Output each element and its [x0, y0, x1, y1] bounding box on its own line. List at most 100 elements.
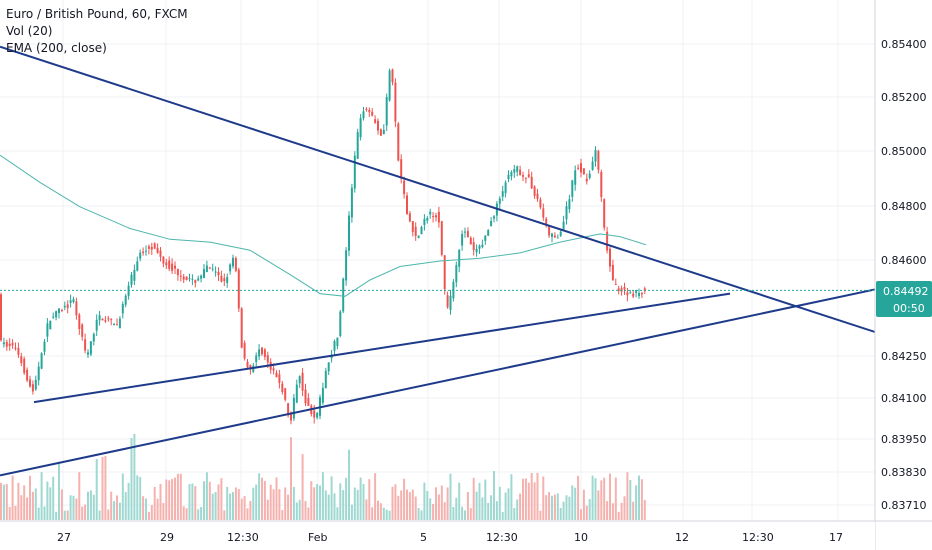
volume-bar — [626, 472, 629, 520]
volume-bar — [449, 473, 452, 520]
candle — [92, 332, 95, 346]
volume-bar — [588, 499, 591, 520]
volume-bar — [191, 483, 194, 520]
candle — [110, 318, 113, 326]
volume-bar — [420, 510, 423, 520]
volume-bar — [34, 488, 37, 520]
candle — [23, 356, 26, 375]
candle — [139, 249, 142, 262]
candle — [406, 192, 408, 215]
candle — [89, 341, 92, 357]
candle — [368, 107, 371, 117]
candle — [536, 188, 539, 202]
trendlines[interactable] — [0, 45, 932, 477]
volume-bar — [350, 504, 353, 520]
candle — [565, 201, 568, 225]
candle — [577, 164, 580, 171]
volume-bar — [611, 503, 614, 520]
volume-bar — [136, 475, 139, 520]
volume-bar — [153, 486, 156, 520]
candle — [275, 370, 278, 378]
candle — [40, 352, 43, 370]
volume-bar — [31, 491, 34, 520]
price-tick: 0.85400 — [881, 38, 927, 51]
candle — [156, 243, 159, 254]
volume-bar — [84, 504, 87, 520]
candle — [582, 168, 585, 175]
candle — [49, 320, 52, 330]
volume-bar — [63, 510, 66, 520]
candle — [487, 229, 490, 236]
volume-bar — [411, 489, 414, 520]
volume-bar — [461, 506, 464, 520]
price-axis-bg[interactable] — [875, 0, 932, 550]
volume-bar — [78, 472, 81, 520]
candle — [440, 220, 443, 257]
volume-bar — [423, 482, 426, 520]
candle — [5, 339, 8, 351]
volume-bar — [513, 508, 516, 520]
volume-bar — [609, 473, 611, 520]
volume-bar — [374, 473, 377, 520]
candle — [603, 198, 606, 231]
volume-bar — [548, 492, 551, 520]
volume-bar — [316, 484, 319, 520]
volume-bar — [20, 495, 23, 520]
candle — [261, 347, 263, 356]
volume-bar — [147, 511, 150, 520]
volume-bar — [249, 501, 252, 520]
volume-bar — [220, 478, 223, 520]
candle — [490, 217, 493, 227]
volume-bar — [174, 477, 176, 520]
volume-bar — [95, 459, 98, 520]
candle — [391, 68, 394, 86]
volume-bar — [81, 506, 84, 520]
candle — [130, 272, 133, 288]
candle — [423, 214, 426, 231]
volume-bar — [464, 510, 466, 520]
candle — [510, 170, 513, 181]
volume-bar — [469, 508, 472, 520]
volume-bar — [0, 482, 2, 520]
legend-volume[interactable]: Vol (20) — [6, 24, 53, 38]
volume-bar — [72, 495, 75, 520]
candle — [472, 237, 475, 256]
candle — [316, 411, 319, 420]
volume-bar — [394, 484, 397, 520]
volume-bar — [417, 508, 420, 520]
volume-bar — [524, 478, 527, 520]
candle — [203, 263, 205, 279]
volume-bar — [200, 506, 203, 520]
candle — [168, 256, 171, 272]
candle — [365, 107, 368, 112]
volume-bar — [295, 502, 298, 520]
candle — [606, 226, 609, 254]
volume-bar — [385, 509, 388, 520]
legend-ema[interactable]: EMA (200, close) — [6, 41, 107, 55]
candle — [87, 349, 89, 358]
candle — [162, 256, 165, 268]
volume-bar — [156, 498, 159, 520]
trendline — [33, 292, 731, 404]
volume-bar — [179, 473, 182, 520]
candle — [208, 267, 211, 270]
candle — [501, 185, 504, 202]
volume-bar — [43, 506, 46, 520]
grid — [0, 0, 875, 521]
candle — [8, 338, 11, 351]
candle — [84, 333, 87, 354]
candle — [551, 232, 553, 243]
legend-symbol[interactable]: Euro / British Pound, 60, FXCM — [6, 7, 188, 21]
volume-bar — [127, 482, 130, 520]
candle — [609, 246, 611, 272]
volume-bar — [551, 495, 553, 520]
time-axis-bg[interactable] — [0, 521, 875, 550]
volume-bar — [432, 503, 435, 520]
volume-bar — [623, 496, 626, 520]
volume-bar — [437, 494, 440, 520]
candle — [553, 232, 556, 238]
candle — [635, 289, 638, 298]
volume-bar — [487, 502, 490, 520]
volume-bar — [516, 499, 519, 520]
